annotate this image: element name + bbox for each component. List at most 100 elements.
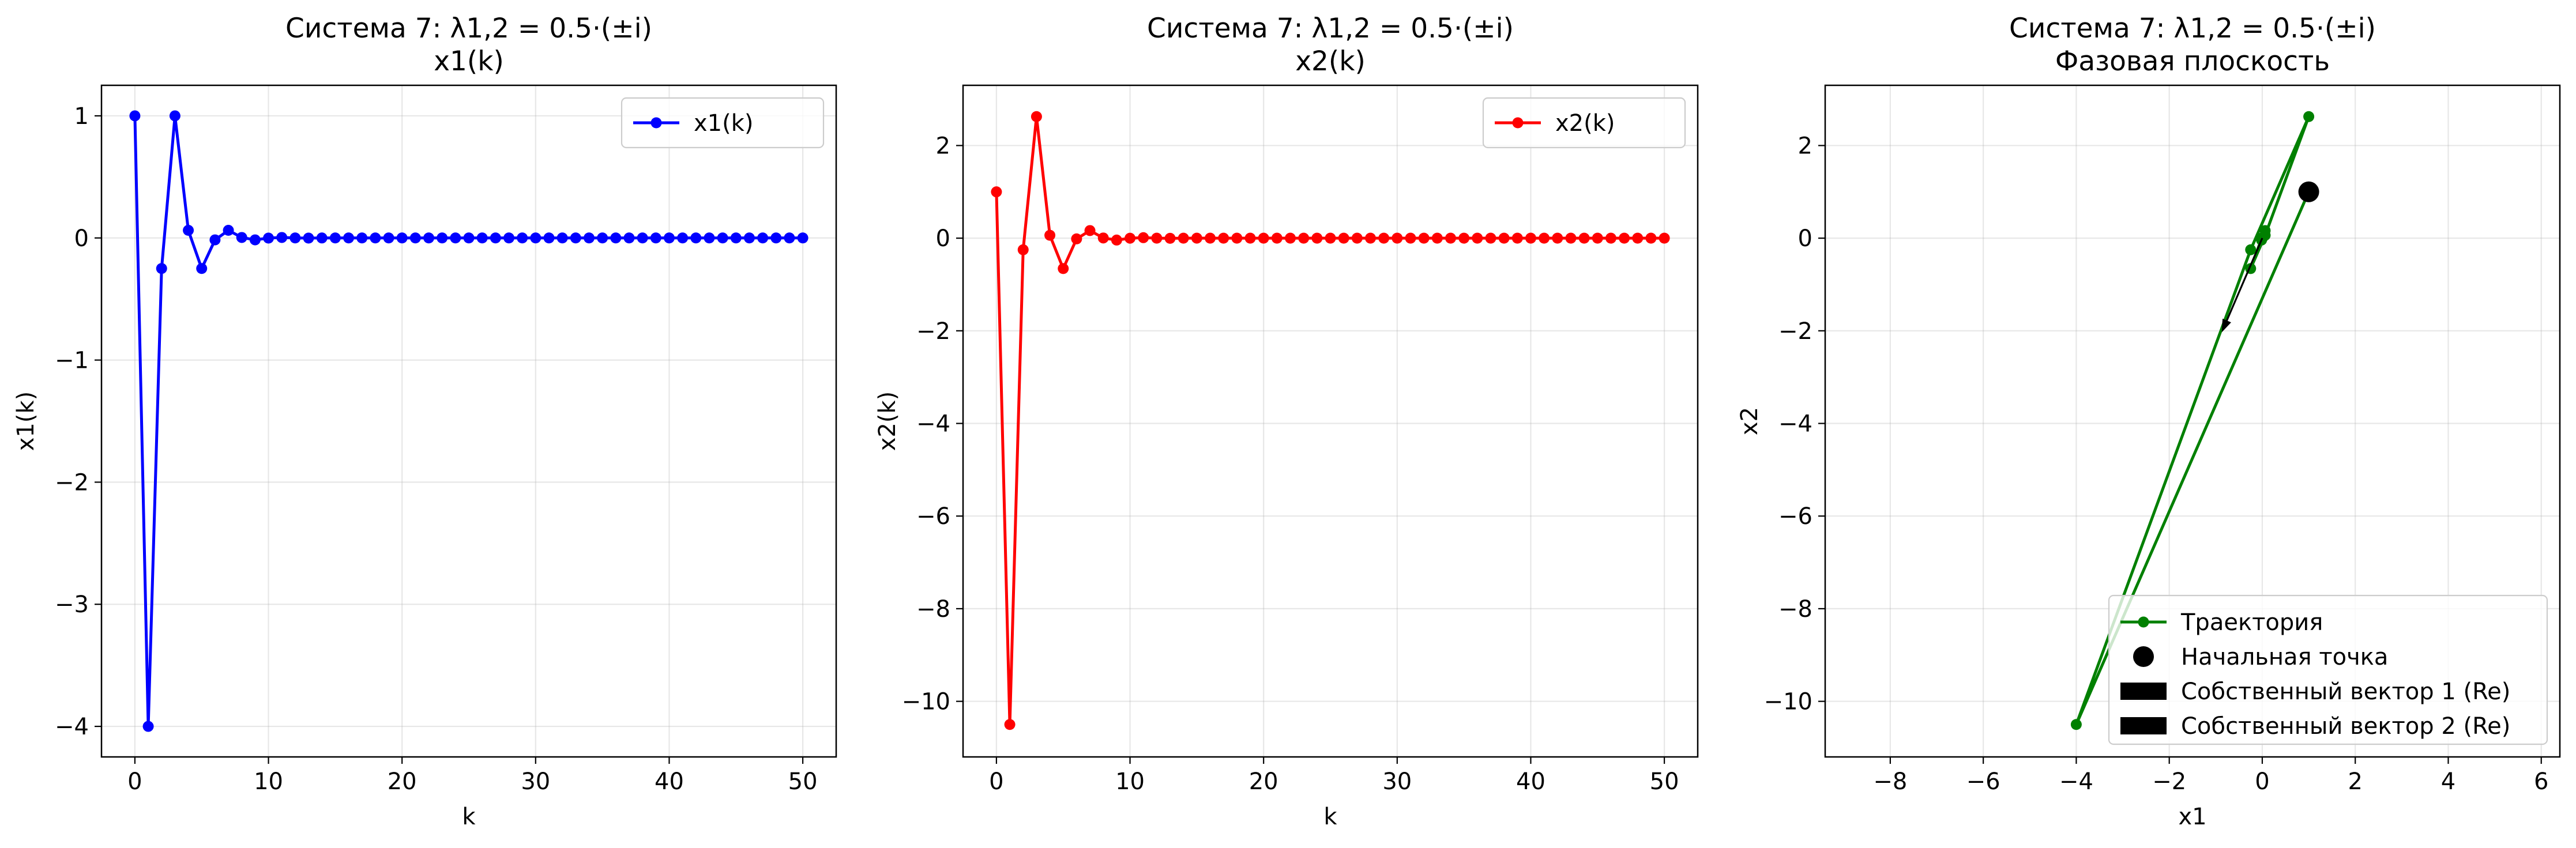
data-point <box>530 232 541 244</box>
x-tick-label: 4 <box>2441 768 2455 795</box>
data-point <box>1205 232 1216 244</box>
legend-box <box>2108 594 2548 745</box>
data-point <box>717 232 728 244</box>
data-point <box>1592 232 1603 244</box>
data-point <box>1125 232 1136 244</box>
data-point <box>503 232 514 244</box>
x-tick-label: −4 <box>2059 768 2093 795</box>
data-point <box>637 232 648 244</box>
data-point <box>1578 232 1590 244</box>
data-point <box>770 232 782 244</box>
data-point <box>1525 232 1536 244</box>
x-axis-label: k <box>462 804 476 830</box>
y-tick-label: 1 <box>74 103 89 130</box>
data-point <box>1458 232 1470 244</box>
plot-area <box>991 111 1670 730</box>
data-point <box>1445 232 1456 244</box>
legend-marker-swatch <box>2133 646 2154 667</box>
data-point <box>1364 232 1376 244</box>
legend: Траектория Начальная точка Собственный век… <box>2108 594 2548 745</box>
data-point <box>1071 233 1082 244</box>
data-point <box>991 186 1002 198</box>
data-point <box>1659 232 1670 244</box>
data-point <box>316 232 328 244</box>
data-point <box>1298 232 1310 244</box>
y-tick-label: −6 <box>916 503 950 530</box>
data-point <box>343 232 355 244</box>
y-tick-label: 2 <box>936 133 950 159</box>
data-point <box>663 232 675 244</box>
data-point <box>450 232 461 244</box>
data-point <box>1285 232 1296 244</box>
data-point <box>1258 232 1269 244</box>
legend-box <box>621 97 825 149</box>
data-point <box>1325 232 1336 244</box>
data-point <box>2070 719 2082 730</box>
data-point <box>289 232 301 244</box>
data-point <box>356 232 368 244</box>
data-point <box>396 232 408 244</box>
data-point <box>249 234 261 246</box>
y-axis-label: x2 <box>1736 407 1763 435</box>
x-axis-label: x1 <box>2178 804 2206 830</box>
data-point <box>1472 232 1483 244</box>
data-point <box>677 232 689 244</box>
data-point <box>784 232 795 244</box>
data-point <box>1084 225 1096 236</box>
data-point <box>156 263 167 274</box>
y-tick-label: −4 <box>55 714 89 740</box>
data-point <box>543 232 555 244</box>
x-tick-label: 50 <box>1650 768 1679 795</box>
axes-frame <box>100 84 837 758</box>
x-tick-label: 0 <box>989 768 1003 795</box>
legend: x2(k) <box>1482 97 1686 149</box>
data-point <box>704 232 715 244</box>
x-axis-label: k <box>1323 804 1337 830</box>
legend: x1(k) <box>621 97 825 149</box>
data-point <box>743 232 755 244</box>
data-point <box>1378 232 1390 244</box>
series-line <box>995 115 1665 726</box>
y-tick-label: −8 <box>916 596 950 623</box>
x-tick-label: −6 <box>1966 768 2000 795</box>
data-point <box>196 263 208 274</box>
legend-marker-swatch <box>650 117 662 129</box>
y-tick-label: −4 <box>916 411 950 438</box>
data-point <box>1552 232 1563 244</box>
x-tick-label: 50 <box>788 768 818 795</box>
y-tick-label: −4 <box>1778 411 1812 438</box>
data-point <box>1017 244 1029 255</box>
data-point <box>1485 232 1496 244</box>
x-tick-label: −8 <box>1873 768 1907 795</box>
chart-title: Система 7: λ1,2 = 0.5·(±i) <box>1147 13 1514 44</box>
data-point <box>1178 232 1189 244</box>
chart-subtitle: x1(k) <box>434 46 504 77</box>
chart-panel-x1: 0 10 20 30 40 50 −4 −3 −2 −1 0 1 Система 7: λ1,2 = 0… <box>13 13 837 830</box>
data-point <box>370 232 381 244</box>
data-point <box>797 232 808 244</box>
data-point <box>570 232 581 244</box>
data-point <box>1338 232 1349 244</box>
data-point <box>437 232 448 244</box>
data-point <box>209 234 221 246</box>
grid <box>101 85 836 757</box>
legend-label: x2(k) <box>1555 110 1615 137</box>
x-tick-label: −2 <box>2152 768 2186 795</box>
legend-label: Начальная точка <box>2181 644 2388 670</box>
data-point <box>1244 232 1256 244</box>
data-point <box>1632 232 1644 244</box>
y-tick-label: −8 <box>1778 596 1812 623</box>
y-axis-label: x2(k) <box>874 391 901 451</box>
data-point <box>1511 232 1523 244</box>
data-point <box>1004 719 1016 730</box>
x-tick-label: 20 <box>388 768 417 795</box>
y-tick-label: −3 <box>55 591 89 618</box>
data-point <box>1271 232 1283 244</box>
data-point <box>1191 232 1202 244</box>
y-axis-label: x1(k) <box>13 391 39 451</box>
axes-frame <box>1824 84 2561 758</box>
data-point <box>1111 234 1122 246</box>
data-point <box>1151 232 1163 244</box>
data-point <box>1097 232 1109 244</box>
